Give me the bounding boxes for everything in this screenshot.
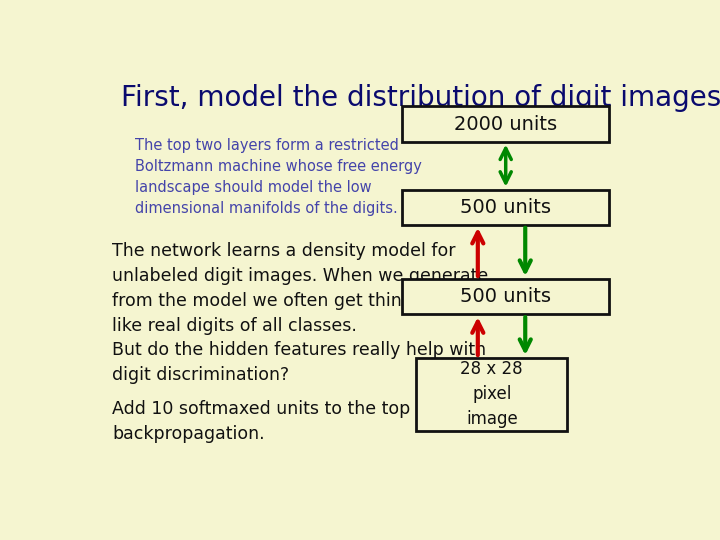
FancyBboxPatch shape <box>416 358 567 431</box>
FancyBboxPatch shape <box>402 190 609 225</box>
Text: But do the hidden features really help with
digit discrimination?: But do the hidden features really help w… <box>112 341 487 384</box>
Text: 500 units: 500 units <box>460 198 552 217</box>
Text: 28 x 28
pixel
image: 28 x 28 pixel image <box>461 360 523 428</box>
FancyBboxPatch shape <box>402 106 609 141</box>
Text: The top two layers form a restricted
Boltzmann machine whose free energy
landsca: The top two layers form a restricted Bol… <box>135 138 421 215</box>
Text: The network learns a density model for
unlabeled digit images. When we generate
: The network learns a density model for u… <box>112 241 505 334</box>
Text: First, model the distribution of digit images: First, model the distribution of digit i… <box>121 84 720 112</box>
Text: 2000 units: 2000 units <box>454 114 557 133</box>
Text: Add 10 softmaxed units to the top and do
backpropagation.: Add 10 softmaxed units to the top and do… <box>112 400 476 442</box>
FancyBboxPatch shape <box>402 279 609 314</box>
Text: 500 units: 500 units <box>460 287 552 306</box>
